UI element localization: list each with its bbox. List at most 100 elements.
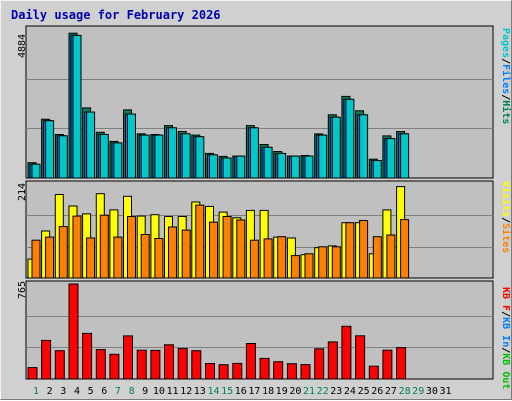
hits-bar-pages-day-19: [277, 152, 287, 179]
x-tick-label-day-30: 30: [426, 386, 438, 397]
x-tick-label-day-16: 16: [235, 386, 247, 397]
hits-bar-pages-day-15: [222, 157, 232, 179]
hits-bar-pages-day-20: [290, 155, 300, 179]
kb-bar-kb-f-day-21: [300, 364, 311, 380]
kb-bar-kb-f-day-9: [136, 349, 147, 380]
visits-bar-sites-day-26: [372, 236, 382, 279]
visits-bar-sites-day-18: [263, 238, 273, 279]
hits-bar-pages-day-28: [400, 133, 410, 179]
x-tick-label-day-27: 27: [385, 386, 397, 397]
x-tick-label-day-12: 12: [180, 386, 192, 397]
visits-bar-sites-day-23: [331, 246, 341, 279]
visits-bar-sites-day-9: [140, 234, 150, 279]
hits-bar-pages-day-4: [72, 34, 82, 179]
hits-bar-pages-day-26: [372, 160, 382, 179]
kb-bar-kb-f-day-1: [27, 367, 38, 380]
x-tick-label-day-5: 5: [88, 386, 94, 397]
hits-bar-pages-day-24: [345, 98, 355, 179]
kb-bar-kb-f-day-3: [54, 350, 65, 380]
visits-bar-sites-day-20: [290, 255, 300, 279]
x-tick-label-day-7: 7: [115, 386, 121, 397]
visits-bar-sites-day-4: [72, 215, 82, 279]
kb-bar-kb-f-day-14: [205, 363, 215, 380]
hits-bar-pages-day-5: [86, 111, 96, 179]
hits-bar-pages-day-10: [154, 134, 164, 179]
kb-bar-kb-f-day-13: [191, 350, 202, 380]
kb-bar-kb-f-day-8: [123, 335, 133, 380]
kb-bar-kb-f-day-11: [164, 344, 174, 380]
visits-bar-sites-day-19: [277, 236, 287, 279]
x-tick-label-day-23: 23: [330, 386, 342, 397]
hits-bar-pages-day-18: [263, 146, 273, 179]
kb-bar-kb-f-day-5: [82, 332, 93, 380]
kb-bar-kb-f-day-23: [327, 341, 338, 380]
visits-bar-sites-day-13: [195, 204, 205, 279]
x-tick-label-day-8: 8: [129, 386, 135, 397]
visits-bar-sites-day-10: [154, 238, 164, 279]
x-tick-label-day-1: 1: [33, 386, 39, 397]
visits-bar-sites-day-8: [127, 216, 136, 279]
kb-bar-kb-f-day-7: [109, 353, 120, 380]
x-tick-label-day-18: 18: [262, 386, 274, 397]
kb-bar-kb-f-day-19: [273, 361, 284, 380]
visits-bar-sites-day-5: [86, 237, 96, 279]
x-tick-label-day-24: 24: [344, 386, 356, 397]
hits-bar-pages-day-14: [209, 154, 218, 179]
x-tick-label-day-2: 2: [47, 386, 53, 397]
kb-bar-kb-f-day-24: [341, 325, 352, 380]
hits-bar-pages-day-7: [113, 142, 123, 179]
kb-bar-kb-f-day-2: [41, 339, 52, 380]
x-tick-label-day-20: 20: [289, 386, 301, 397]
hits-bar-pages-day-23: [331, 116, 341, 179]
kb-bar-kb-f-day-28: [396, 347, 407, 380]
kb-bar-kb-f-day-15: [218, 364, 229, 380]
hits-bar-pages-day-17: [249, 127, 259, 179]
hits-bar-pages-day-16: [236, 155, 246, 179]
visits-bar-sites-day-27: [386, 234, 396, 279]
visits-bar-sites-day-2: [45, 236, 55, 279]
hits-bar-pages-day-1: [31, 163, 41, 179]
kb-bar-kb-f-day-27: [382, 349, 393, 380]
x-tick-label-day-10: 10: [153, 386, 165, 397]
hits-bar-pages-day-22: [318, 134, 328, 179]
x-tick-label-day-21: 21: [303, 386, 315, 397]
visits-bar-sites-day-3: [58, 226, 68, 279]
x-tick-label-day-17: 17: [248, 386, 260, 397]
kb-bar-kb-f-day-20: [286, 363, 297, 380]
x-tick-label-day-3: 3: [60, 386, 66, 397]
x-tick-label-day-22: 22: [317, 386, 329, 397]
hits-bar-pages-day-21: [304, 155, 314, 179]
x-tick-label-day-14: 14: [207, 386, 219, 397]
kb-bar-kb-f-day-17: [245, 343, 256, 380]
hits-bar-pages-day-3: [58, 135, 68, 179]
x-tick-label-day-4: 4: [74, 386, 80, 397]
hits-bar-pages-day-8: [127, 113, 136, 179]
hits-bar-pages-day-2: [45, 120, 55, 179]
x-tick-label-day-13: 13: [194, 386, 206, 397]
visits-bar-sites-day-1: [31, 239, 41, 279]
visits-bar-sites-day-15: [222, 216, 232, 279]
visits-bar-sites-day-6: [99, 214, 109, 279]
visits-bar-sites-day-16: [236, 219, 246, 279]
kb-bar-kb-f-day-26: [368, 365, 379, 380]
x-tick-label-day-26: 26: [371, 386, 383, 397]
kb-bar-kb-f-day-16: [232, 362, 243, 380]
hits-bar-pages-day-25: [359, 114, 369, 179]
x-tick-label-day-29: 29: [412, 386, 424, 397]
visits-bar-sites-day-11: [168, 226, 177, 279]
hits-bar-pages-day-9: [140, 134, 150, 179]
x-tick-label-day-31: 31: [439, 386, 451, 397]
visits-bar-sites-day-22: [318, 246, 328, 279]
kb-bar-kb-f-day-10: [150, 349, 161, 380]
visits-bar-sites-day-14: [209, 221, 218, 279]
x-tick-label-day-28: 28: [399, 386, 411, 397]
hits-bar-pages-day-6: [99, 134, 109, 179]
visits-bar-sites-day-17: [249, 239, 259, 279]
visits-bar-sites-day-7: [113, 236, 123, 279]
kb-bar-kb-f-day-4: [68, 283, 79, 380]
kb-bar-kb-f-day-25: [355, 335, 366, 380]
x-tick-label-day-25: 25: [358, 386, 370, 397]
visits-bar-sites-day-28: [400, 219, 410, 279]
